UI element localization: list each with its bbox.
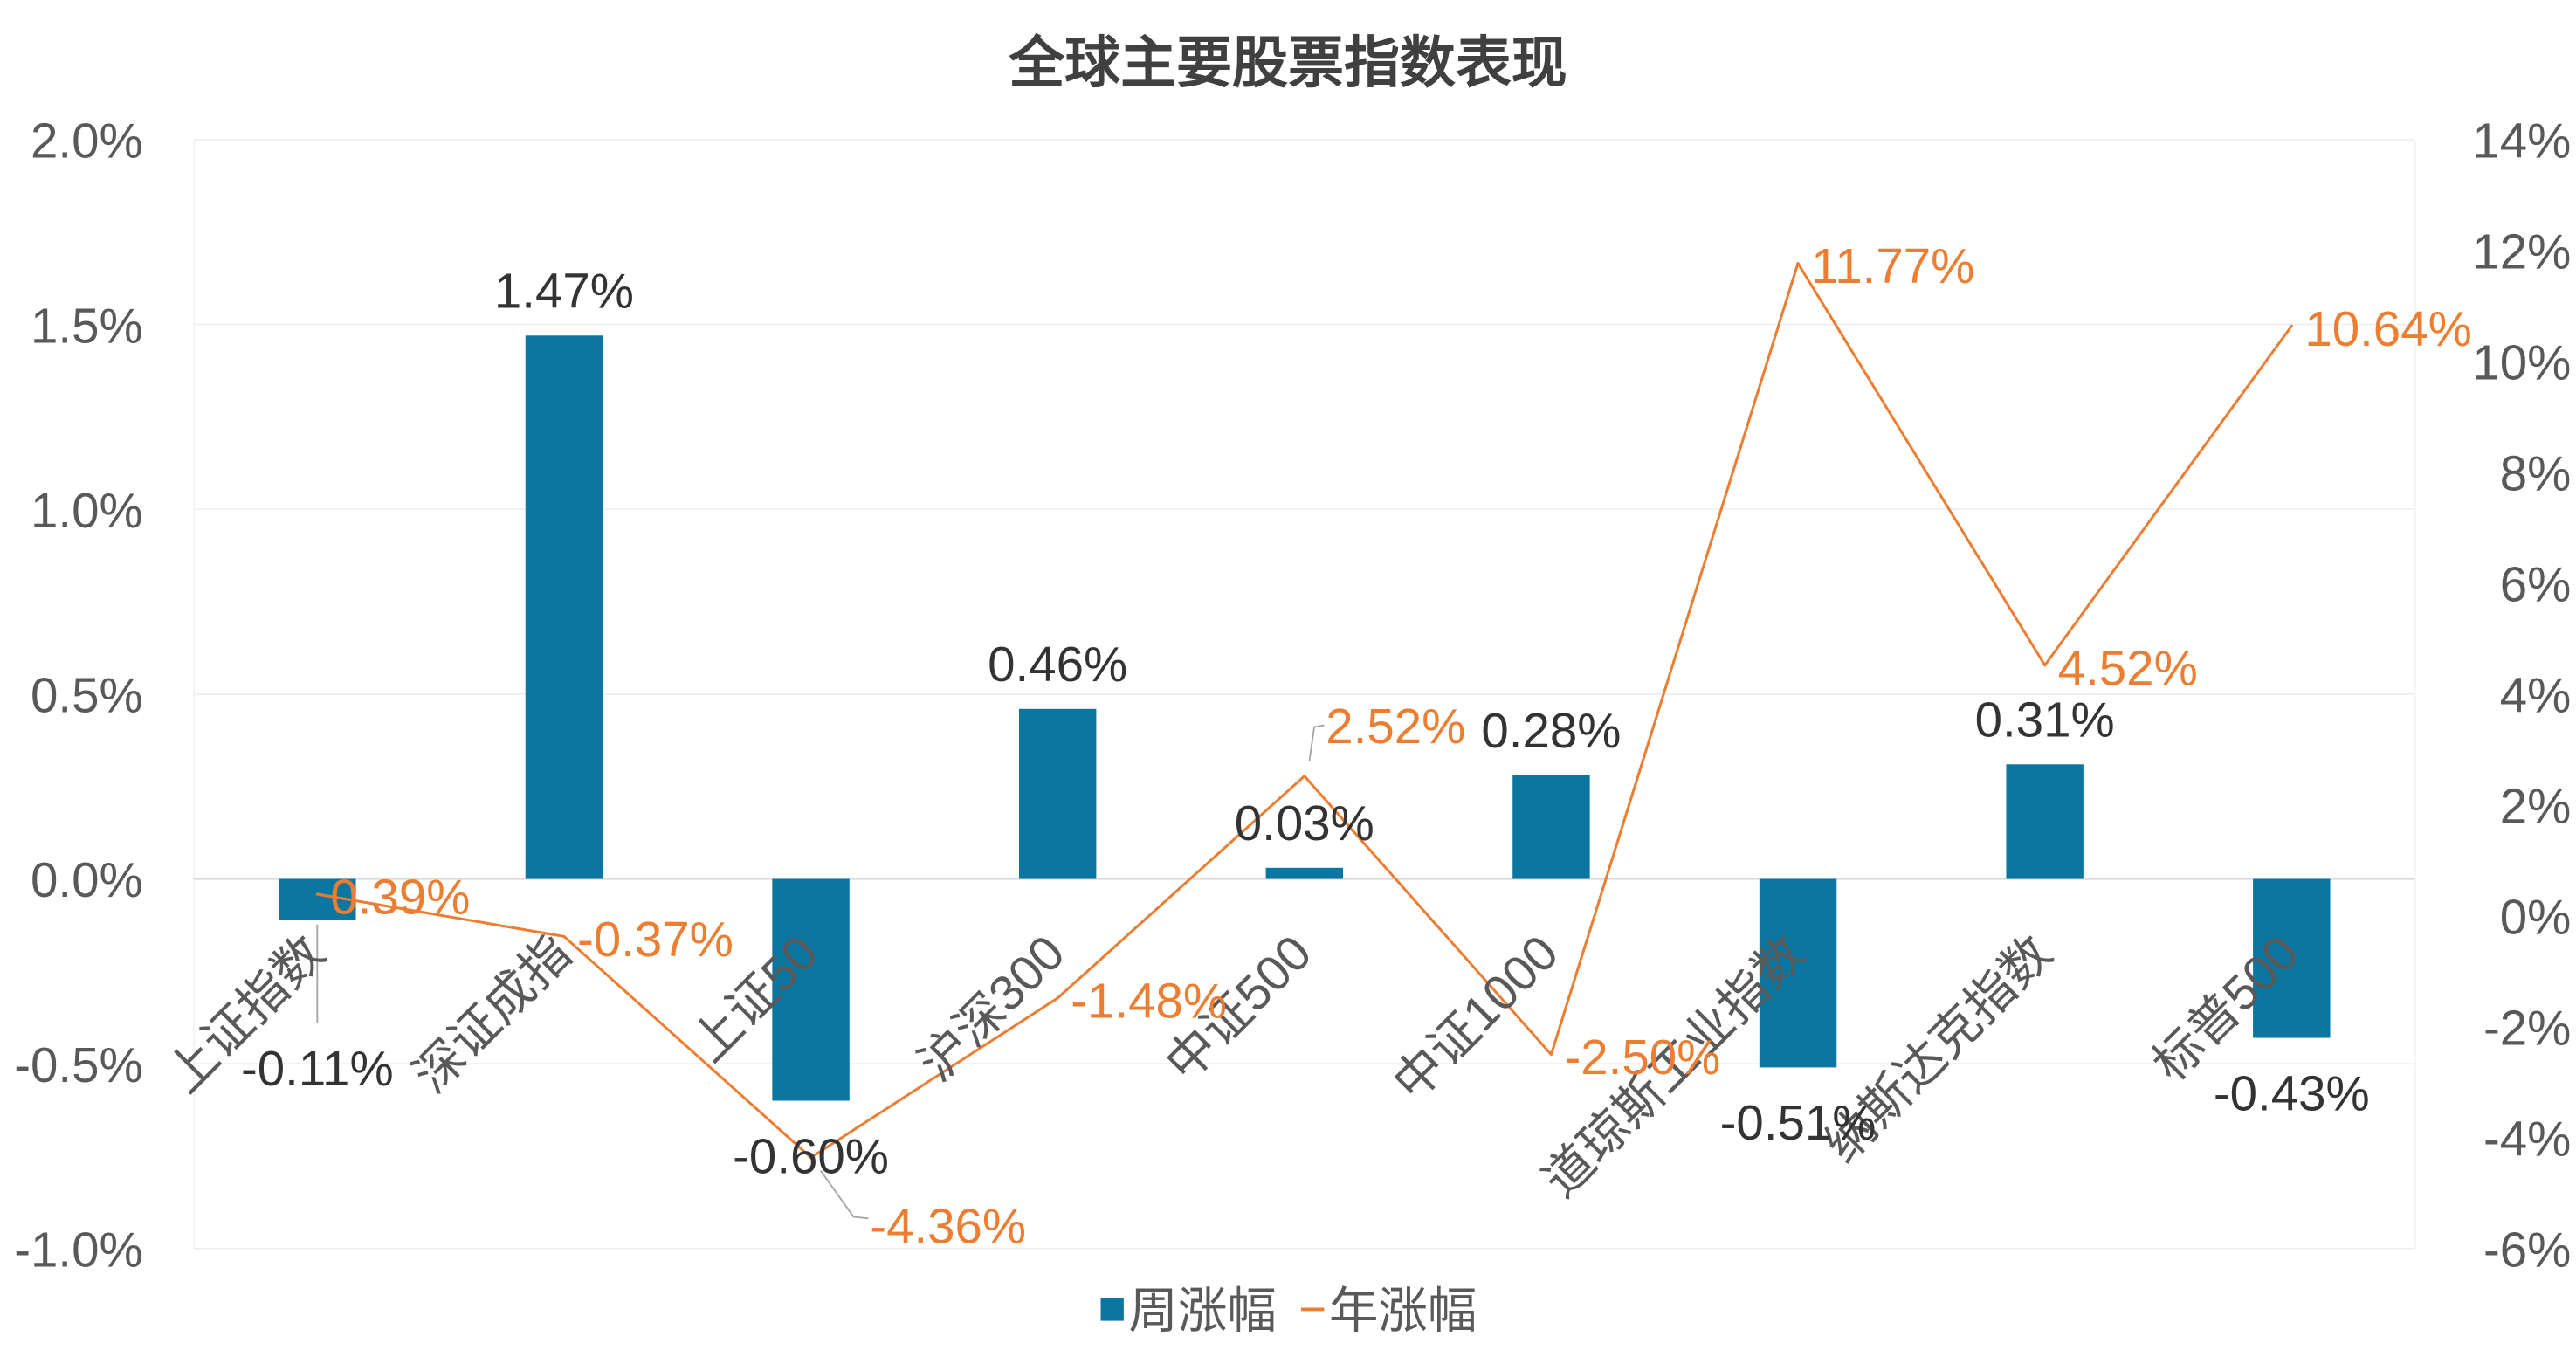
leader-line [1308,724,1325,762]
axis-tick-labels: -1.0% -0.5% 0.0% 0.5% 1.0% 1.5% 2.0% -6% -4% -2% 0… [14,114,2571,1278]
right-axis-tick-label: 14% [2472,114,2571,169]
left-axis-tick-label: -0.5% [14,1037,142,1092]
bar [772,878,850,1101]
right-axis-tick-label: -2% [2483,1001,2571,1056]
bar [2253,878,2331,1038]
line-data-label: 11.77% [1811,238,1974,293]
leader-line [820,1170,869,1220]
left-axis-tick-label: -1.0% [14,1223,142,1278]
bar-data-label: 0.31% [1975,692,2115,747]
left-axis-tick-label: 0.0% [31,852,143,907]
bar-data-label: 0.03% [1235,796,1374,851]
right-axis-tick-label: 0% [2500,890,2572,945]
right-axis-tick-label: 12% [2472,224,2571,279]
data-labels: -0.11% 1.47% -0.60% 0.46% 0.03% 0.28% -0.51% 0.… [241,238,2472,1253]
line-data-label: -0.37% [577,912,734,967]
bar-data-label: -0.60% [733,1128,889,1183]
bar-data-label: 1.47% [494,263,634,318]
bar [1265,867,1344,879]
left-axis-tick-label: 1.0% [31,483,143,538]
bar [1512,775,1590,879]
line-point [2043,664,2047,667]
left-axis-tick-label: 1.5% [31,298,143,353]
right-axis-tick-label: 6% [2500,557,2572,612]
bar-data-label: 0.28% [1481,703,1621,758]
bar [1018,708,1097,879]
right-axis-tick-label: 10% [2472,335,2571,390]
right-axis-tick-label: 2% [2500,779,2572,834]
line-data-label: 2.52% [1326,699,1465,754]
left-axis-tick-label: 2.0% [31,114,143,169]
bar-data-label: -0.43% [2214,1065,2370,1120]
right-axis-tick-label: -4% [2483,1112,2571,1167]
line-point [2290,324,2293,327]
chart-title: 全球主要股票指数表现 [1008,31,1567,94]
line-data-label: 0.39% [330,870,470,925]
line-point [1303,775,1306,778]
bar [2006,764,2084,879]
legend: 周涨幅 年涨幅 [1100,1283,1477,1338]
bar-data-label: 0.46% [988,637,1127,692]
left-axis-tick-label: 0.5% [31,668,143,723]
bar [525,335,603,879]
legend-swatch-bar [1100,1298,1124,1321]
bar [1759,878,1837,1068]
legend-item-weekly: 周涨幅 [1100,1283,1277,1338]
legend-label-yearly: 年涨幅 [1329,1283,1477,1338]
line-point [562,934,566,938]
legend-label-weekly: 周涨幅 [1129,1283,1277,1338]
legend-item-yearly: 年涨幅 [1301,1283,1477,1338]
right-axis-tick-label: -6% [2483,1223,2571,1278]
line-point [315,892,319,896]
line-data-label: 10.64% [2304,301,2471,356]
leader-lines [316,724,1325,1220]
line-series [315,262,2293,1160]
bar-data-label: -0.11% [241,1041,394,1096]
line-point [1796,262,1800,265]
line-point [1549,1053,1553,1057]
bar-data-label: -0.51% [1720,1095,1877,1150]
bar-series [279,335,2331,1101]
line-point [809,1156,813,1160]
line-data-label: -2.50% [1564,1030,1720,1085]
line-data-label: -4.36% [870,1199,1026,1254]
line-data-label: -1.48% [1071,973,1227,1028]
line-point [1056,996,1059,1000]
right-axis-tick-label: 8% [2500,446,2572,501]
right-axis-tick-label: 4% [2500,668,2572,723]
line-data-label: 4.52% [2058,640,2198,695]
